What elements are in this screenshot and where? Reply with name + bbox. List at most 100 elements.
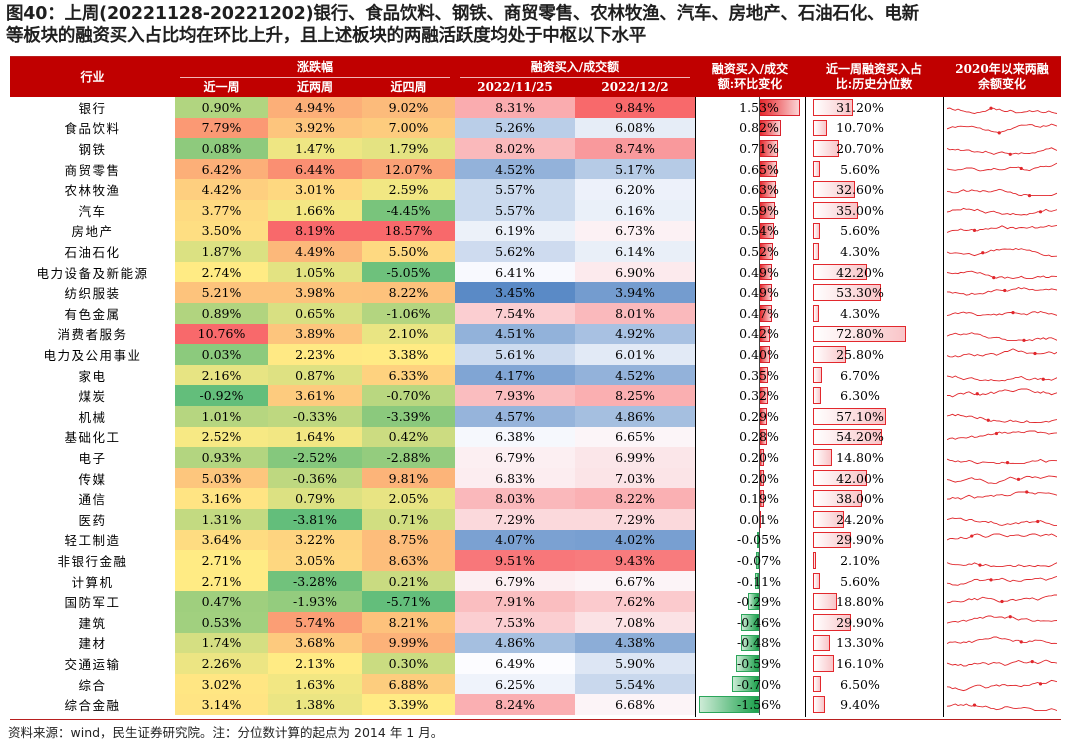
change-w1: 3.50% (175, 220, 268, 242)
ratio-r1: 5.26% (455, 117, 575, 139)
ratio-r1: 6.79% (455, 570, 575, 592)
percentile-value: 6.30% (840, 388, 880, 404)
sparkline-path (947, 703, 1057, 712)
percentile-bar (813, 675, 822, 693)
change-w4: -1.06% (362, 303, 455, 324)
percentile-bar (813, 572, 821, 590)
percentile-value: 14.80% (836, 449, 884, 465)
sparkline-path (947, 348, 1057, 358)
header-trend-line1: 2020年以来两融 (955, 62, 1049, 76)
ratio-r1: 7.53% (455, 612, 575, 633)
wow-value: 0.35% (739, 367, 779, 383)
ratio-r1: 7.29% (455, 509, 575, 530)
sparkline-path (947, 311, 1057, 317)
change-w1: 1.74% (175, 632, 268, 654)
header-wow: 融资买入/成交 额:环比变化 (695, 58, 805, 96)
percentile-bar (813, 593, 838, 610)
percentile-value: 24.20% (836, 511, 884, 527)
percentile-bar (813, 428, 883, 446)
table-row: 医药 1.31% -3.81% 0.71% 7.29% 7.29% 0.01% 24.20% (10, 509, 1061, 530)
change-w1: 4.42% (175, 179, 268, 200)
header-date2: 2022/12/2 (601, 79, 669, 94)
ratio-r2: 6.99% (575, 447, 695, 468)
change-w2: 3.22% (268, 529, 362, 551)
table-row: 纺织服装 5.21% 3.98% 8.22% 3.45% 3.94% 0.49% 53.30% (10, 282, 1061, 303)
trend-sparkline (947, 679, 1057, 691)
sparkline-marker (1005, 461, 1010, 465)
sparkline-marker (1041, 377, 1045, 381)
table-row: 汽车 3.77% 1.66% -4.45% 5.57% 6.16% 0.59% 35.00% (10, 200, 1061, 221)
table-row: 消费者服务 10.76% 3.89% 2.10% 4.51% 4.92% 0.42% 72.8… (10, 323, 1061, 345)
sparkline-marker (1033, 352, 1037, 356)
header-week1: 近一周 (203, 79, 240, 94)
zero-line (759, 220, 760, 242)
table-row: 房地产 3.50% 8.19% 18.57% 6.19% 6.73% 0.54% 5.60% (10, 220, 1061, 242)
zero-line (759, 653, 760, 674)
percentile-bar (813, 469, 867, 487)
change-w2: 3.61% (268, 385, 362, 406)
industry-name: 煤炭 (78, 389, 107, 405)
change-w2: 4.94% (268, 97, 362, 118)
ratio-r1: 4.07% (455, 529, 575, 551)
zero-line (759, 632, 760, 654)
zero-line (759, 241, 760, 262)
trend-sparkline (947, 348, 1057, 358)
industry-name: 房地产 (71, 224, 114, 240)
table-row: 非银行金融 2.71% 3.05% 8.63% 9.51% 9.43% -0.07% 2.10… (10, 550, 1061, 571)
zero-line (759, 282, 760, 303)
change-w1: 2.52% (175, 426, 268, 448)
ratio-r1: 8.31% (455, 97, 575, 118)
percentile-bar (813, 325, 907, 343)
table-row: 综合 3.02% 1.63% 6.88% 6.25% 5.54% -0.70% 6.50% (10, 673, 1061, 695)
change-w2: -3.81% (268, 509, 362, 530)
industry-name: 有色金属 (64, 306, 121, 322)
sparkline-path (947, 147, 1057, 156)
trend-sparkline (947, 123, 1057, 135)
wow-bar (756, 552, 759, 569)
change-w2: 1.66% (268, 200, 362, 221)
change-w4: 6.88% (362, 673, 455, 695)
wow-value: 0.19% (739, 491, 779, 507)
wow-bar (732, 675, 759, 693)
wow-value: 0.52% (739, 243, 779, 259)
ratio-r1: 9.51% (455, 550, 575, 571)
change-w2: 3.05% (268, 550, 362, 571)
ratio-r1: 7.54% (455, 303, 575, 324)
change-w1: 0.47% (175, 591, 268, 612)
zero-line (759, 488, 760, 509)
industry-name: 家电 (78, 368, 107, 384)
industry-name: 综合 (78, 677, 107, 693)
change-w1: 0.93% (175, 447, 268, 468)
trend-sparkline (947, 311, 1057, 317)
sparkline-marker (994, 431, 999, 435)
ratio-r2: 5.90% (575, 653, 695, 674)
table-row: 国防军工 0.47% -1.93% -5.71% 7.91% 7.62% -0.29% 18.… (10, 591, 1061, 612)
percentile-bar (813, 511, 844, 528)
sparkline-path (947, 517, 1057, 527)
percentile-value: 29.90% (836, 614, 884, 630)
change-w2: -0.33% (268, 406, 362, 427)
percentile-bar (813, 181, 855, 198)
change-w4: 0.21% (362, 570, 455, 592)
zero-line (759, 303, 760, 324)
table-row: 传媒 5.03% -0.36% 9.81% 6.83% 7.03% 0.20% 42.00% (10, 467, 1061, 489)
percentile-bar (813, 366, 822, 384)
table-row: 综合金融 3.14% 1.38% 3.39% 8.24% 6.68% -1.56% 9.40% (10, 694, 1061, 715)
wow-value: 0.49% (739, 264, 779, 280)
change-w1: 3.64% (175, 529, 268, 551)
ratio-r2: 9.84% (575, 97, 695, 118)
trend-sparkline (947, 162, 1057, 172)
percentile-bar (813, 408, 887, 425)
change-w1: 7.79% (175, 117, 268, 139)
ratio-r1: 4.17% (455, 364, 575, 386)
percentile-value: 57.10% (836, 408, 884, 424)
percentile-bar (813, 263, 868, 281)
ratio-r1: 4.52% (455, 158, 575, 180)
table-row: 家电 2.16% 0.87% 6.33% 4.17% 4.52% 0.35% 6.70% (10, 364, 1061, 386)
table-row: 计算机 2.71% -3.28% 0.21% 6.79% 6.67% -0.11% 5.60% (10, 570, 1061, 592)
change-w2: 1.64% (268, 426, 362, 448)
percentile-bar (813, 614, 852, 631)
zero-line (759, 673, 760, 695)
change-w1: 3.77% (175, 200, 268, 221)
sparkline-path (947, 331, 1057, 341)
